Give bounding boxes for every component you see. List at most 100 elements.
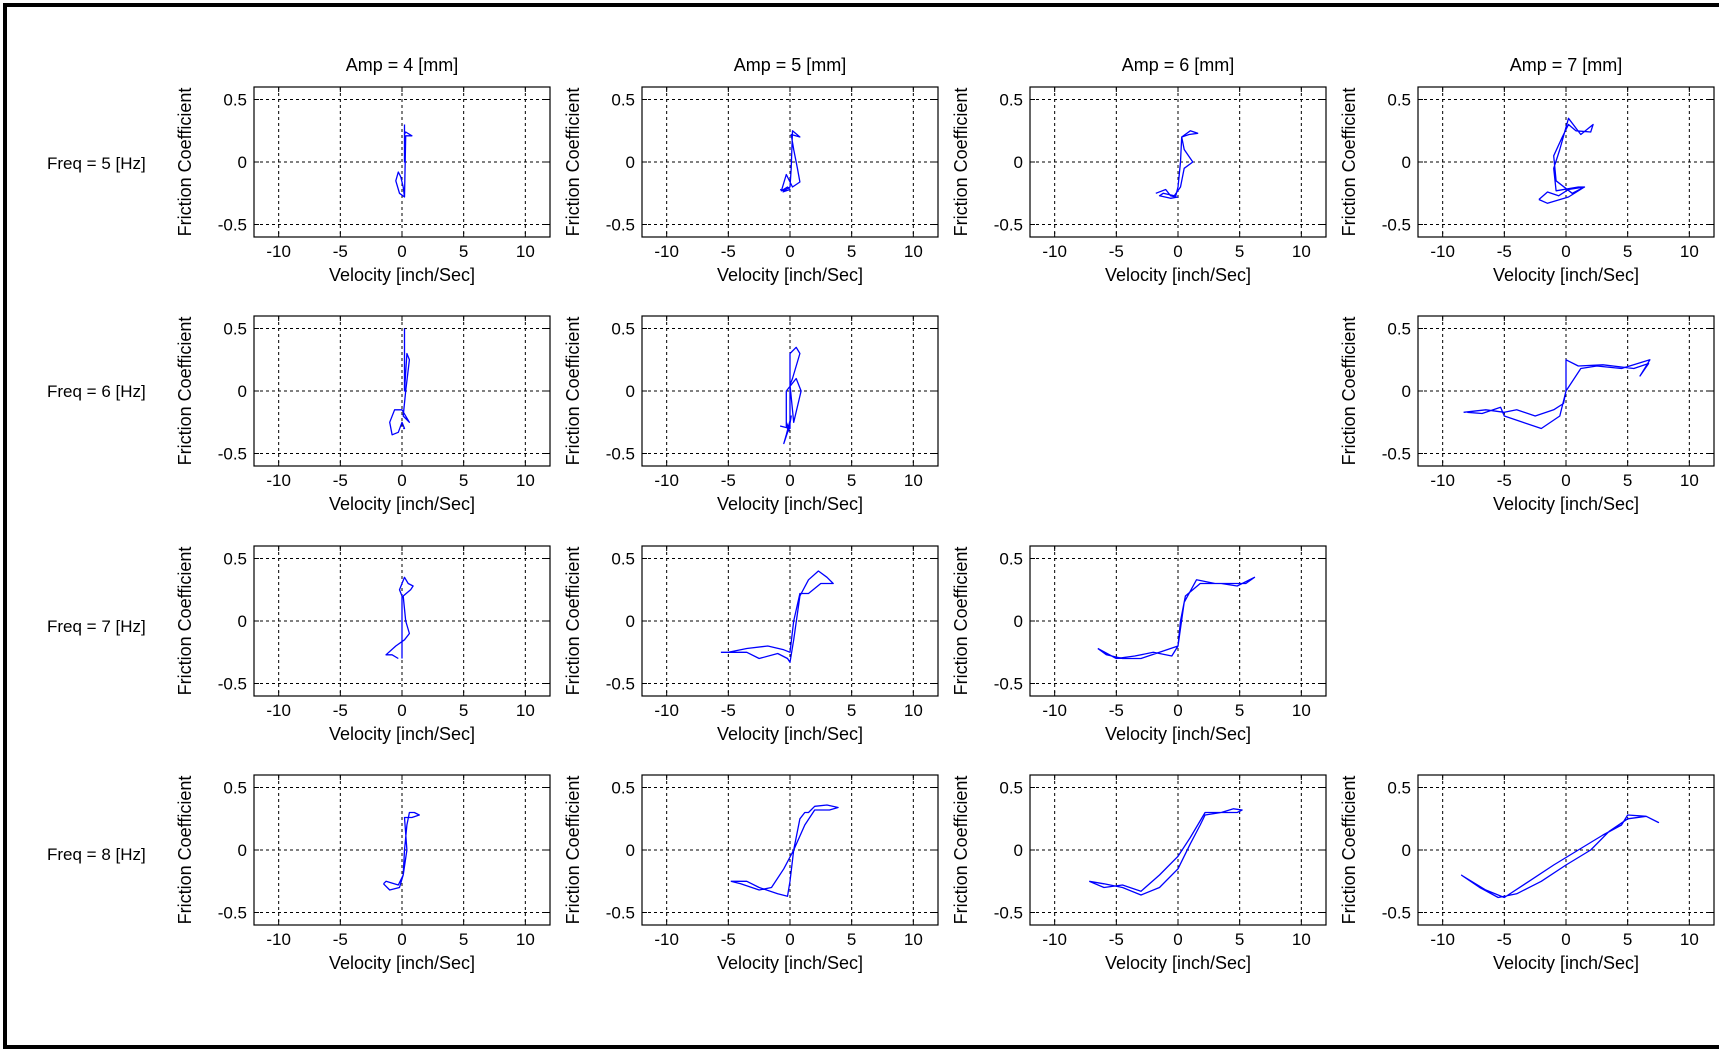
x-tick-label: 5: [1623, 471, 1632, 490]
x-tick-label: 10: [516, 242, 535, 261]
x-tick-label: 0: [785, 242, 794, 261]
subplot-r2c4: -10 -5 0 5 10-0.500.5Velocity [inch/Sec]Fric…: [1339, 316, 1714, 514]
x-axis-label: Velocity [inch/Sec]: [717, 953, 863, 973]
subplot-r2c2: -10 -5 0 5 10-0.500.5Velocity [inch/Sec]Fric…: [563, 316, 938, 514]
y-tick-label: -0.5: [218, 216, 247, 235]
y-axis-label: Friction Coefficient: [175, 88, 195, 237]
x-tick-label: -10: [266, 701, 291, 720]
x-axis-label: Velocity [inch/Sec]: [717, 265, 863, 285]
y-tick-label: -0.5: [1382, 904, 1411, 923]
x-tick-label: -5: [721, 930, 736, 949]
subplot-r4c2: -10 -5 0 5 10 -0.5 0 0.5 Velocity [inch/Sec] Fric…: [563, 775, 938, 973]
x-tick-label: -5: [1497, 242, 1512, 261]
y-axis-label: Friction Coefficient: [1339, 776, 1359, 925]
x-tick-label: 0: [1173, 242, 1182, 261]
x-axis-label: Velocity [inch/Sec]: [1105, 724, 1251, 744]
y-tick-label: 0.5: [999, 779, 1023, 798]
x-tick-label: 10: [516, 930, 535, 949]
y-tick-label: 0: [626, 841, 635, 860]
x-tick-label: 10: [904, 701, 923, 720]
x-tick-label: 10: [1292, 930, 1311, 949]
x-axis-label: Velocity [inch/Sec]: [1493, 953, 1639, 973]
x-tick-label: 0: [1561, 471, 1570, 490]
y-tick-label: 0.5: [999, 550, 1023, 569]
x-tick-label: -10: [266, 930, 291, 949]
y-tick-label: 0.5: [223, 779, 247, 798]
y-tick-label: -0.5: [606, 675, 635, 694]
y-axis-label: Friction Coefficient: [1339, 317, 1359, 466]
x-tick-label: -5: [333, 242, 348, 261]
y-tick-label: -0.5: [1382, 216, 1411, 235]
y-tick-label: 0.5: [1387, 779, 1411, 798]
x-tick-label: 10: [904, 930, 923, 949]
y-tick-label: 0: [238, 612, 247, 631]
subplot-r4c1: -10 -5 0 5 10-0.500.5Velocity [inch/Sec]Fric…: [175, 775, 550, 973]
x-tick-label: -5: [333, 471, 348, 490]
subplot-title: Amp = 5 [mm]: [734, 55, 847, 75]
subplot-r4c4: -10 -5 0 5 10-0.500.5Velocity [inch/Sec]Fric…: [1339, 775, 1714, 973]
subplot-r1c1: -10 -5 0 5 10 -0.5 0 0.5 Velocity [inch/Sec] Fric…: [175, 55, 550, 285]
x-tick-label: 0: [397, 701, 406, 720]
x-tick-label: 10: [1680, 242, 1699, 261]
x-tick-label: 5: [459, 701, 468, 720]
y-axis-label: Friction Coefficient: [175, 317, 195, 466]
y-tick-label: 0.5: [611, 550, 635, 569]
y-axis-label: Friction Coefficient: [175, 776, 195, 925]
x-axis-label: Velocity [inch/Sec]: [1493, 265, 1639, 285]
x-tick-label: 5: [1623, 930, 1632, 949]
y-axis-label: Friction Coefficient: [1339, 88, 1359, 237]
x-tick-label: 0: [785, 930, 794, 949]
y-tick-label: -0.5: [1382, 445, 1411, 464]
x-tick-label: 10: [516, 471, 535, 490]
x-tick-label: -10: [1042, 930, 1067, 949]
subplot-r3c2: -10 -5 0 5 10 -0.5 0 0.5 Velocity [inch/Sec] Fric…: [563, 546, 938, 744]
x-axis-label: Velocity [inch/Sec]: [329, 494, 475, 514]
x-tick-label: 5: [459, 930, 468, 949]
x-tick-label: -10: [266, 471, 291, 490]
x-tick-label: 10: [1292, 242, 1311, 261]
x-tick-label: 0: [1173, 701, 1182, 720]
x-axis-label: Velocity [inch/Sec]: [329, 265, 475, 285]
subplot-r1c3: -10 -5 0 5 10-0.500.5Velocity [inch/Sec]Fric…: [951, 55, 1326, 285]
y-tick-label: 0: [238, 153, 247, 172]
x-tick-label: -10: [654, 701, 679, 720]
y-tick-label: 0: [1402, 841, 1411, 860]
y-tick-label: 0: [1014, 153, 1023, 172]
x-tick-label: 5: [847, 471, 856, 490]
x-tick-label: -10: [1430, 930, 1455, 949]
x-tick-label: 0: [397, 471, 406, 490]
y-tick-label: 0.5: [611, 320, 635, 339]
x-axis-label: Velocity [inch/Sec]: [329, 724, 475, 744]
x-tick-label: 0: [1173, 930, 1182, 949]
x-tick-label: -5: [333, 930, 348, 949]
y-axis-label: Friction Coefficient: [563, 547, 583, 696]
subplot-r2c1: -10 -5 0 5 10-0.500.5Velocity [inch/Sec]Fric…: [175, 316, 550, 514]
y-axis-label: Friction Coefficient: [563, 317, 583, 466]
x-tick-label: -10: [654, 930, 679, 949]
x-tick-label: -10: [654, 242, 679, 261]
y-tick-label: 0.5: [1387, 320, 1411, 339]
y-tick-label: 0: [1402, 382, 1411, 401]
y-tick-label: 0: [1014, 612, 1023, 631]
y-tick-label: 0: [238, 841, 247, 860]
y-tick-label: 0: [238, 382, 247, 401]
x-tick-label: -10: [654, 471, 679, 490]
x-tick-label: 10: [1680, 471, 1699, 490]
x-tick-label: 0: [397, 930, 406, 949]
x-axis-label: Velocity [inch/Sec]: [329, 953, 475, 973]
x-axis-label: Velocity [inch/Sec]: [1105, 265, 1251, 285]
x-tick-label: 5: [459, 242, 468, 261]
y-tick-label: 0.5: [223, 550, 247, 569]
y-tick-label: -0.5: [994, 216, 1023, 235]
subplot-title: Amp = 6 [mm]: [1122, 55, 1235, 75]
y-tick-label: -0.5: [994, 675, 1023, 694]
x-tick-label: 5: [459, 471, 468, 490]
x-tick-label: -10: [1430, 242, 1455, 261]
y-axis-label: Friction Coefficient: [563, 88, 583, 237]
y-tick-label: -0.5: [218, 675, 247, 694]
x-tick-label: -10: [1042, 701, 1067, 720]
x-tick-label: 5: [847, 242, 856, 261]
x-axis-label: Velocity [inch/Sec]: [1493, 494, 1639, 514]
x-tick-label: 0: [1561, 930, 1570, 949]
